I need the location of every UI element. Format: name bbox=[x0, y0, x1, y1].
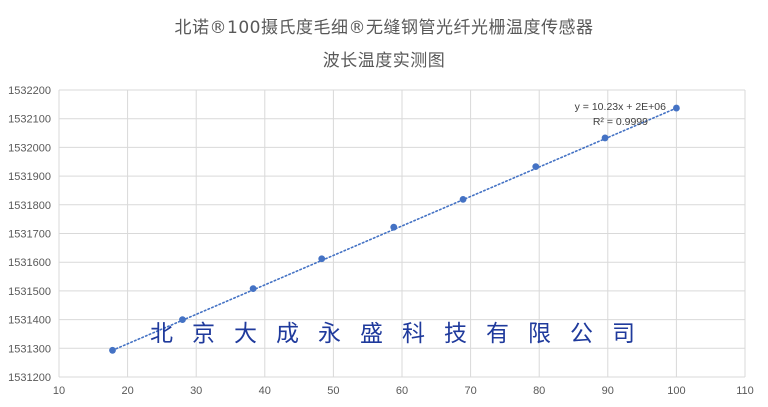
y-tick-label: 1532000 bbox=[8, 142, 51, 154]
data-point bbox=[532, 163, 540, 171]
x-tick-label: 110 bbox=[736, 385, 754, 397]
trendline-layer bbox=[111, 107, 678, 352]
data-point bbox=[318, 255, 326, 263]
y-tick-label: 1531200 bbox=[8, 372, 51, 384]
trendline bbox=[111, 107, 678, 352]
y-tick-label: 1531400 bbox=[8, 315, 51, 327]
x-tick-label: 80 bbox=[533, 385, 545, 397]
x-tick-label: 70 bbox=[464, 385, 476, 397]
company-watermark: 北京大成永盛科技有限公司 bbox=[150, 321, 654, 347]
x-tick-label: 90 bbox=[602, 385, 614, 397]
data-point bbox=[390, 223, 398, 231]
trendline-r-squared: R² = 0.9999 bbox=[593, 116, 648, 128]
x-tick-label: 20 bbox=[121, 385, 133, 397]
y-tick-label: 1532200 bbox=[8, 85, 51, 97]
y-tick-label: 1531800 bbox=[8, 200, 51, 212]
trendline-equation: y = 10.23x + 2E+06 bbox=[575, 101, 667, 113]
x-tick-label: 10 bbox=[53, 385, 65, 397]
x-tick-label: 40 bbox=[259, 385, 271, 397]
x-tick-label: 50 bbox=[327, 385, 339, 397]
x-tick-label: 30 bbox=[190, 385, 202, 397]
data-point bbox=[601, 134, 609, 142]
data-points bbox=[109, 104, 680, 354]
x-tick-label: 60 bbox=[396, 385, 408, 397]
data-point bbox=[179, 316, 186, 323]
data-point bbox=[109, 346, 116, 354]
y-tick-label: 1531500 bbox=[8, 286, 51, 298]
gridlines bbox=[58, 89, 746, 378]
y-tick-label: 1531600 bbox=[8, 257, 51, 269]
y-tick-label: 1531300 bbox=[8, 343, 51, 355]
chart-title: 北诺®100摄氏度毛细®无缝钢管光纤光栅温度传感器 bbox=[174, 18, 594, 38]
x-tick-label: 100 bbox=[667, 385, 685, 397]
data-point bbox=[673, 104, 680, 112]
data-point bbox=[459, 195, 467, 203]
axis-tick-labels: 1531200 1531300 1531400 1531500 1531600 15317… bbox=[8, 85, 754, 397]
y-tick-label: 1531900 bbox=[8, 171, 51, 183]
y-tick-label: 1532100 bbox=[8, 114, 51, 126]
data-point bbox=[249, 285, 257, 293]
y-tick-label: 1531700 bbox=[8, 229, 51, 241]
chart-subtitle: 波长温度实测图 bbox=[322, 51, 446, 71]
